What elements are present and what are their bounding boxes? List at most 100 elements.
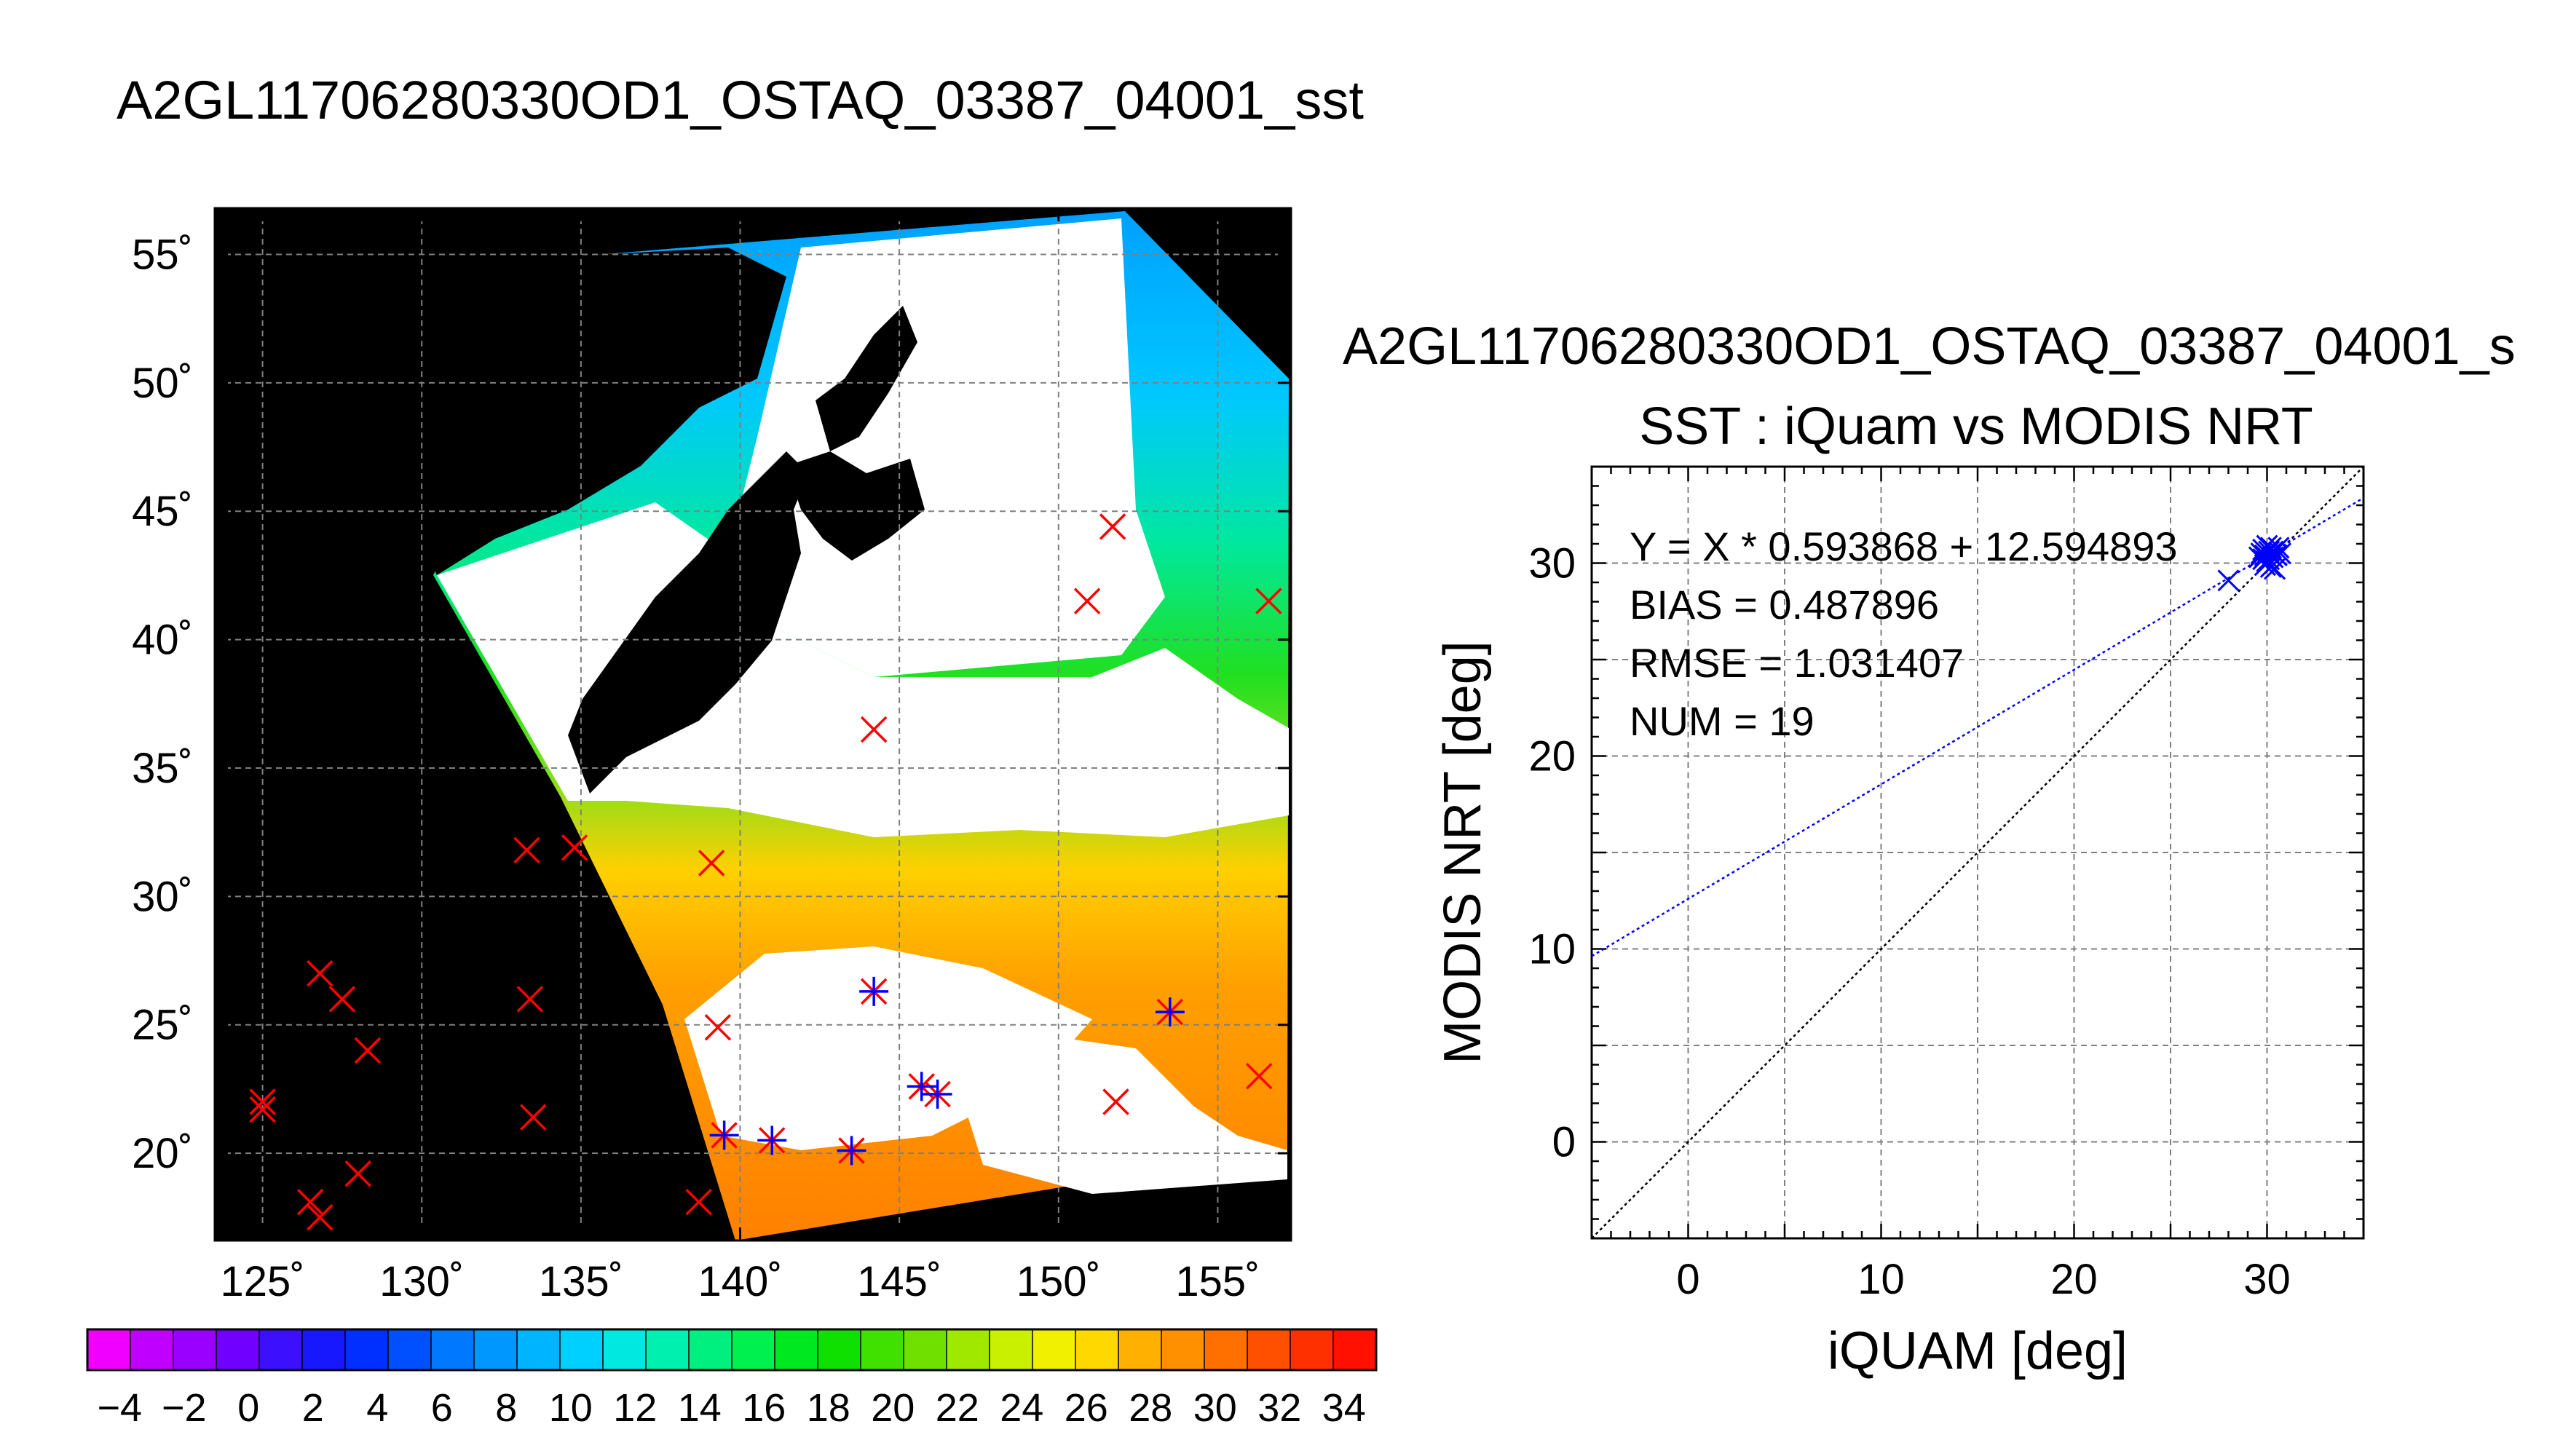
colorbar-cell: [904, 1329, 947, 1370]
map-lat-label: 55˚: [132, 231, 193, 278]
map-lon-label: 150˚: [1016, 1258, 1101, 1305]
map-grid: [215, 208, 1291, 1241]
colorbar-label: 22: [936, 1386, 979, 1430]
colorbar-cell: [1247, 1329, 1291, 1370]
iquam-marker: [561, 834, 588, 861]
colorbar-label: −4: [97, 1386, 142, 1430]
colorbar-labels: −4 −2 0 2 4 6 8 10 12 14 16 18 20 22 24 26 28 30 32 34: [97, 1386, 1365, 1430]
colorbar-cell: [689, 1329, 732, 1370]
colorbar-label: 24: [1000, 1386, 1043, 1430]
colorbar-cell: [388, 1329, 432, 1370]
iquam-marker: [307, 960, 333, 987]
colorbar-cells: [87, 1329, 1377, 1370]
scatter-x-tick-label: 0: [1676, 1256, 1699, 1303]
stats-rmse: RMSE = 1.031407: [1630, 640, 1964, 686]
colorbar-cell: [1290, 1329, 1334, 1370]
iquam-marker: [328, 986, 356, 1013]
colorbar-label: 8: [495, 1386, 517, 1430]
colorbar-cell: [216, 1329, 260, 1370]
scatter-x-ticks: 0 10 20 30: [1676, 1256, 2290, 1303]
scatter-point: [2256, 550, 2278, 572]
colorbar-cell: [474, 1329, 518, 1370]
map-lat-label: 20˚: [132, 1130, 193, 1177]
land-sakhalin: [816, 306, 917, 451]
iquam-marker: [1255, 587, 1282, 614]
colorbar-label: 30: [1193, 1386, 1237, 1430]
colorbar-cell: [732, 1329, 775, 1370]
iquam-marker: [1073, 587, 1101, 614]
colorbar-label: 26: [1065, 1386, 1108, 1430]
iquam-marker: [1246, 1063, 1273, 1090]
iquam-marker: [249, 1088, 276, 1115]
colorbar-cell: [345, 1329, 389, 1370]
colorbar-cell: [646, 1329, 690, 1370]
colorbar-cell: [1204, 1329, 1248, 1370]
matched-marker: [757, 1125, 787, 1155]
scatter-points: [2217, 534, 2292, 592]
scatter-y-tick-label: 20: [1528, 733, 1576, 780]
map-lon-label: 145˚: [857, 1258, 941, 1305]
colorbar-cell: [130, 1329, 174, 1370]
scatter-y-tick-label: 30: [1528, 540, 1576, 587]
cloud-area: [728, 218, 1165, 677]
cloud-area: [437, 502, 1289, 837]
map-lat-label: 35˚: [132, 745, 193, 792]
map-lat-label: 25˚: [132, 1002, 193, 1049]
colorbar-cell: [775, 1329, 818, 1370]
colorbar-cell: [603, 1329, 647, 1370]
iquam-marker: [249, 1096, 276, 1123]
map-lat-label: 45˚: [132, 488, 193, 535]
colorbar-cell: [1333, 1329, 1377, 1370]
colorbar-label: 2: [302, 1386, 324, 1430]
colorbar-cell: [947, 1329, 990, 1370]
colorbar-cell: [1075, 1329, 1119, 1370]
colorbar-cell: [1161, 1329, 1205, 1370]
map-lat-label: 30˚: [132, 873, 193, 920]
colorbar-cell: [990, 1329, 1033, 1370]
colorbar-cell: [517, 1329, 561, 1370]
iquam-marker: [1102, 1088, 1129, 1115]
scatter-point: [2254, 544, 2276, 566]
colorbar-label: 14: [678, 1386, 722, 1430]
iquam-marker: [354, 1037, 382, 1064]
colorbar-cell: [259, 1329, 303, 1370]
main-title: A2GL11706280330OD1_OSTAQ_03387_04001_sst: [117, 70, 1364, 130]
land-japan: [568, 451, 808, 794]
scatter-grid: [1590, 465, 2365, 1240]
land-hokkaido: [786, 451, 925, 561]
scatter-x-tick-label: 20: [2050, 1256, 2098, 1303]
colorbar-cell: [302, 1329, 346, 1370]
matched-marker: [923, 1079, 952, 1109]
iquam-marker: [513, 836, 540, 864]
map-lon-label: 155˚: [1175, 1258, 1260, 1305]
matched-marker: [837, 1136, 866, 1166]
colorbar-label: 6: [431, 1386, 453, 1430]
colorbar-cell: [861, 1329, 904, 1370]
scatter-y-tick-label: 0: [1552, 1119, 1576, 1166]
scatter-title: SST : iQuam vs MODIS NRT: [1639, 397, 2313, 456]
map-lon-label: 135˚: [539, 1258, 623, 1305]
colorbar-cell: [173, 1329, 217, 1370]
iquam-marker: [860, 716, 888, 743]
iquam-marker: [698, 850, 725, 877]
colorbar-label: 18: [807, 1386, 850, 1430]
colorbar-cell: [818, 1329, 861, 1370]
colorbar-label: 0: [237, 1386, 259, 1430]
scatter-y-ticks: 0 10 20 30: [1528, 540, 1576, 1166]
scatter-y-tick-label: 10: [1528, 926, 1576, 973]
scatter-point: [2217, 569, 2240, 592]
iquam-marker: [344, 1160, 372, 1187]
colorbar-label: −2: [162, 1386, 207, 1430]
identity-line: [1591, 466, 2364, 1239]
map-lon-label: 125˚: [221, 1258, 305, 1305]
colorbar-cell: [1118, 1329, 1162, 1370]
colorbar-cell: [431, 1329, 475, 1370]
stats-bias: BIAS = 0.487896: [1630, 582, 1939, 628]
land-continent: [408, 248, 786, 575]
scatter-ylabel: MODIS NRT [deg]: [1434, 641, 1492, 1064]
colorbar-label: 28: [1129, 1386, 1172, 1430]
colorbar-label: 16: [742, 1386, 786, 1430]
scatter-xlabel: iQUAM [deg]: [1828, 1322, 2128, 1380]
